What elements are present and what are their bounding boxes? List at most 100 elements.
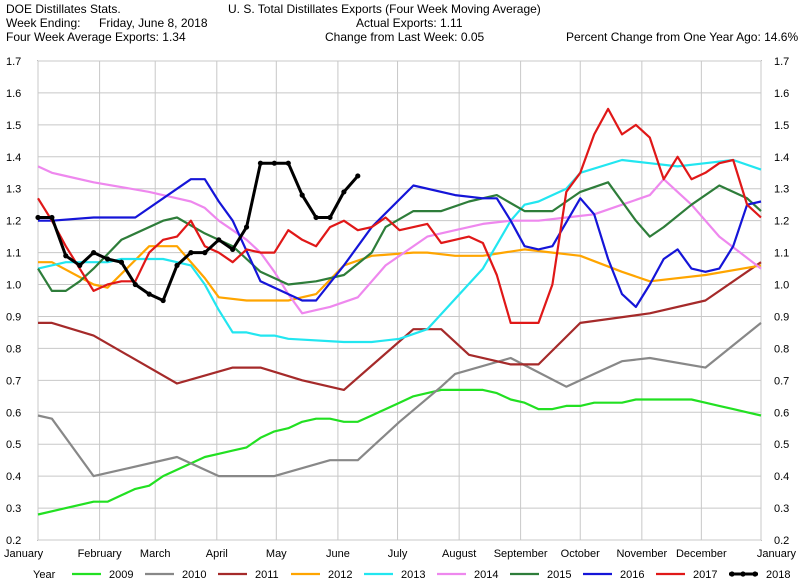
data-point-2018 — [355, 173, 361, 179]
y-tick-label-right: 1.0 — [774, 280, 789, 292]
y-tick-label-right: 1.6 — [774, 88, 789, 100]
plot-frame — [37, 60, 762, 541]
week-ending-value: Friday, June 8, 2018 — [99, 16, 208, 30]
legend-label-2013: 2013 — [401, 569, 425, 581]
legend-label-2012: 2012 — [328, 569, 352, 581]
data-point-2018 — [160, 297, 166, 304]
week-ending-label: Week Ending: — [6, 16, 81, 30]
data-point-2018 — [313, 214, 319, 221]
y-tick-label-left: 0.7 — [6, 375, 21, 387]
data-point-2018 — [118, 259, 125, 265]
data-point-2018 — [257, 160, 264, 166]
y-tick-label-left: 0.8 — [6, 343, 21, 355]
series-line-2010 — [37, 322, 762, 478]
y-tick-label-left: 1.7 — [6, 56, 21, 68]
legend-marker-2018 — [752, 571, 758, 577]
y-tick-label-right: 0.6 — [774, 407, 789, 419]
series-line-2014 — [37, 165, 762, 315]
x-tick-label: October — [561, 548, 600, 560]
data-point-2018 — [271, 160, 277, 166]
data-point-2018 — [146, 291, 152, 297]
y-tick-label-right: 0.9 — [774, 311, 789, 323]
source-label: DOE Distillates Stats. — [6, 2, 121, 16]
data-point-2018 — [216, 237, 222, 243]
data-point-2018 — [63, 253, 69, 259]
legend-label-2014: 2014 — [474, 569, 498, 581]
series-line-2009 — [37, 388, 762, 516]
data-point-2018 — [35, 214, 41, 221]
legend-marker-2018 — [729, 571, 735, 577]
data-point-2018 — [285, 160, 291, 166]
y-tick-label-right: 1.3 — [774, 184, 789, 196]
data-point-2018 — [104, 256, 111, 262]
x-tick-label: March — [140, 548, 171, 560]
data-point-2018 — [327, 214, 333, 221]
y-tick-label-right: 0.2 — [774, 535, 789, 547]
x-tick-label: December — [676, 548, 727, 560]
y-tick-label-right: 0.8 — [774, 343, 789, 355]
x-tick-label: July — [388, 548, 408, 560]
x-tick-label: April — [206, 548, 228, 560]
legend-label-2009: 2009 — [109, 569, 133, 581]
data-point-2018 — [202, 250, 208, 256]
data-point-2018 — [91, 250, 97, 256]
legend-label-2017: 2017 — [693, 569, 717, 581]
legend-label-2018: 2018 — [766, 569, 790, 581]
y-tick-label-right: 1.7 — [774, 56, 789, 68]
y-tick-label-right: 0.7 — [774, 375, 789, 387]
legend-marker-2018 — [740, 571, 746, 577]
x-tick-label: May — [266, 548, 287, 560]
series-line-2015 — [37, 181, 762, 292]
y-tick-label-left: 1.1 — [6, 248, 21, 260]
y-tick-label-right: 1.1 — [774, 248, 789, 260]
legend: Year 2009 2010 2011 2012 2013 2014 2015 2016 2017… — [33, 569, 790, 581]
y-tick-label-left: 1.3 — [6, 184, 21, 196]
y-tick-label-left: 1.6 — [6, 88, 21, 100]
data-point-2018 — [77, 262, 83, 268]
y-tick-label-left: 1.0 — [6, 280, 21, 292]
data-point-2018 — [174, 262, 180, 268]
actual-exports: Actual Exports: 1.11 — [356, 16, 463, 30]
percent-change-year-ago: Percent Change from One Year Ago: 14.6% — [566, 30, 799, 44]
y-tick-label-left: 1.2 — [6, 216, 21, 228]
grid-lines — [37, 60, 762, 541]
y-tick-label-left: 0.3 — [6, 503, 21, 515]
y-tick-label-right: 0.3 — [774, 503, 789, 515]
x-tick-label: September — [494, 548, 548, 560]
data-point-2018 — [132, 281, 138, 288]
data-point-2018 — [230, 246, 236, 253]
x-tick-label: February — [78, 548, 123, 560]
y-axis-left: 0.2 0.3 0.4 0.5 0.6 0.7 0.8 0.9 1.0 1.1 1.2 1.3 1.4 1… — [6, 56, 21, 547]
y-tick-label-left: 0.5 — [6, 439, 21, 451]
x-tick-label: June — [326, 548, 350, 560]
y-tick-label-left: 1.4 — [6, 152, 21, 164]
chart-title: U. S. Total Distillates Exports (Four We… — [228, 2, 541, 16]
legend-label-2015: 2015 — [547, 569, 571, 581]
legend-label-2016: 2016 — [620, 569, 644, 581]
x-tick-label: January — [757, 548, 797, 560]
series-line-2018 — [38, 161, 359, 302]
four-week-average-exports: Four Week Average Exports: 1.34 — [6, 30, 186, 44]
data-point-2018 — [243, 224, 250, 230]
series-line-2011 — [38, 261, 762, 391]
series-line-2012 — [38, 245, 762, 302]
y-axis-right: 0.2 0.3 0.4 0.5 0.6 0.7 0.8 0.9 1.0 1.1 1.2 1.3 1.4 1… — [774, 56, 789, 547]
y-tick-label-left: 0.2 — [6, 535, 21, 547]
data-point-2018 — [49, 214, 55, 221]
x-tick-label: November — [616, 548, 667, 560]
series-line-2016 — [38, 178, 762, 308]
y-tick-label-left: 0.6 — [6, 407, 21, 419]
data-point-2018 — [299, 192, 305, 198]
x-tick-label: January — [4, 548, 44, 560]
legend-label-2011: 2011 — [255, 569, 279, 581]
data-point-2018 — [341, 189, 347, 195]
y-tick-label-left: 0.9 — [6, 311, 21, 323]
series-line-2013 — [37, 158, 762, 344]
x-tick-label: August — [442, 548, 476, 560]
change-from-last-week: Change from Last Week: 0.05 — [325, 30, 485, 44]
series-line-2017 — [37, 107, 762, 324]
y-tick-label-right: 1.2 — [774, 216, 789, 228]
y-tick-label-left: 1.5 — [6, 120, 21, 132]
y-tick-label-right: 0.4 — [774, 471, 789, 483]
y-tick-label-right: 1.4 — [774, 152, 789, 164]
